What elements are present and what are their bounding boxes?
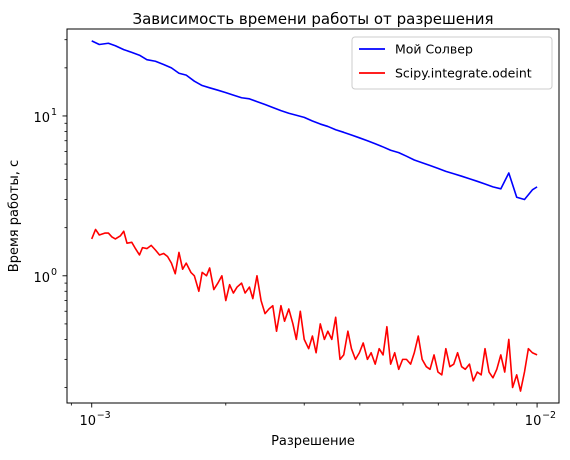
y-tick-label-exponent: 0 — [51, 267, 57, 278]
x-tick-label-exponent: −3 — [97, 410, 111, 421]
y-tick-label: 10 — [33, 111, 50, 126]
legend: Мой Солвер Scipy.integrate.odeint — [351, 36, 553, 90]
plot-area: 10 −3 10 −210 010 1 — [33, 28, 560, 429]
series-line-2 — [90, 228, 538, 392]
ticks-layer: 10 −3 10 −210 010 1 — [33, 39, 556, 429]
series-layer — [90, 40, 538, 392]
x-tick-label: 10 — [79, 414, 96, 429]
plot-frame — [66, 28, 560, 404]
x-tick-label-exponent: −2 — [542, 410, 556, 421]
y-tick-label: 10 — [33, 271, 50, 286]
chart-title: Зависимость времени работы от разрешения — [132, 10, 493, 28]
y-tick-label-exponent: 1 — [51, 107, 57, 118]
series-line-1 — [91, 40, 538, 201]
legend-label-1: Мой Солвер — [395, 42, 473, 57]
legend-label-2: Scipy.integrate.odeint — [395, 66, 532, 81]
legend-box — [351, 36, 553, 90]
x-tick-label: 10 — [525, 414, 542, 429]
y-axis-label: Время работы, с — [7, 160, 22, 272]
x-axis-label: Разрешение — [271, 434, 355, 449]
